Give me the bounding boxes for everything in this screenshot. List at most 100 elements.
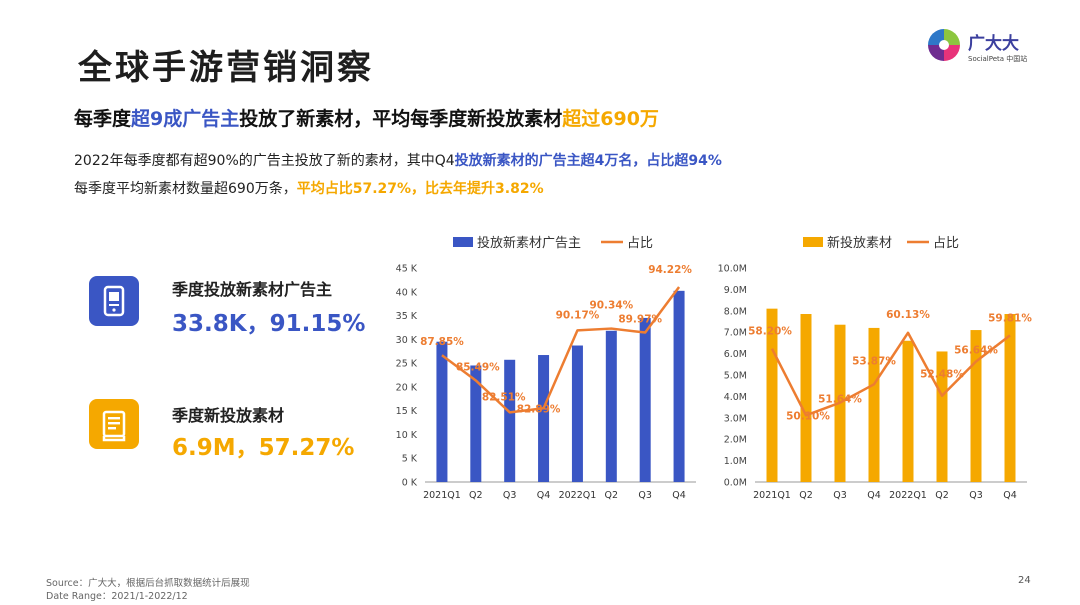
footer-source: Source：广大大，根据后台抓取数据统计后展现 xyxy=(46,578,250,589)
bar xyxy=(673,290,685,482)
ratio-data-label: 59.81% xyxy=(988,312,1032,324)
legend-bar-label: 新投放素材 xyxy=(827,235,892,251)
y-tick-label: 7.0M xyxy=(724,328,747,339)
legend-bar-label: 投放新素材广告主 xyxy=(477,235,581,251)
x-tick-label: 2021Q1 xyxy=(753,490,791,501)
ratio-data-label: 94.22% xyxy=(648,264,692,276)
bar xyxy=(970,330,982,482)
y-tick-label: 5 K xyxy=(402,454,418,465)
y-tick-label: 5.0M xyxy=(724,371,747,382)
bar xyxy=(571,345,583,482)
x-tick-label: Q3 xyxy=(638,490,652,501)
y-tick-label: 1.0M xyxy=(724,456,747,467)
y-tick-label: 25 K xyxy=(396,359,418,370)
bar xyxy=(902,340,914,482)
ratio-data-label: 50.10% xyxy=(786,410,830,422)
x-tick-label: Q4 xyxy=(867,490,881,501)
y-tick-label: 0.0M xyxy=(724,478,747,489)
bar xyxy=(639,317,651,482)
ratio-data-label: 51.64% xyxy=(818,394,862,406)
body-line-2-text: 每季度平均新素材数量超690万条， xyxy=(74,181,297,197)
creative-doc-icon xyxy=(89,399,139,449)
page-title: 全球手游营销洞察 xyxy=(78,48,374,88)
ratio-data-label: 58.20% xyxy=(748,326,792,338)
x-tick-label: Q4 xyxy=(1003,490,1017,501)
brand-name: 广大大 xyxy=(968,34,1019,54)
ratio-line xyxy=(441,286,681,414)
x-tick-label: 2021Q1 xyxy=(423,490,461,501)
x-tick-label: 2022Q1 xyxy=(889,490,927,501)
bar xyxy=(868,327,880,482)
ratio-data-label: 82.89% xyxy=(517,403,561,415)
y-tick-label: 6.0M xyxy=(724,349,747,360)
legend-line-label: 占比 xyxy=(933,236,959,251)
bar xyxy=(538,355,550,482)
y-tick-label: 9.0M xyxy=(724,285,747,296)
headline: 每季度超9成广告主投放了新素材，平均每季度新投放素材超过690万 xyxy=(74,104,659,131)
page-number: 24 xyxy=(1018,575,1031,586)
y-tick-label: 45 K xyxy=(396,264,418,275)
bar xyxy=(605,330,617,482)
brand-subtitle: SocialPeta 中国站 xyxy=(968,55,1028,63)
ratio-data-label: 52.48% xyxy=(920,369,964,381)
y-tick-label: 20 K xyxy=(396,382,418,393)
x-tick-label: Q3 xyxy=(833,490,847,501)
brand-logo: 广大大 SocialPeta 中国站 xyxy=(926,27,1036,69)
ratio-data-label: 87.85% xyxy=(420,336,464,348)
y-tick-label: 4.0M xyxy=(724,392,747,403)
headline-part-1: 每季度 xyxy=(74,108,132,130)
bar xyxy=(1004,314,1016,482)
x-tick-label: Q2 xyxy=(799,490,813,501)
x-tick-label: Q3 xyxy=(503,490,517,501)
headline-part-2: 投放了新素材，平均每季度新投放素材 xyxy=(239,108,563,130)
bar xyxy=(800,314,812,482)
bar xyxy=(436,341,448,482)
body-line-1: 2022年每季度都有超90%的广告主投放了新的素材，其中Q4投放新素材的广告主超… xyxy=(74,150,722,170)
y-tick-label: 35 K xyxy=(396,311,418,322)
y-tick-label: 3.0M xyxy=(724,413,747,424)
x-tick-label: Q4 xyxy=(672,490,686,501)
legend-line-label: 占比 xyxy=(627,236,653,251)
card-advertisers-value: 33.8K，91.15% xyxy=(172,311,366,337)
ratio-data-label: 56.64% xyxy=(954,345,998,357)
headline-highlight-1: 超9成广告主 xyxy=(131,108,240,130)
bar xyxy=(504,359,516,482)
body-line-1-highlight: 投放新素材的广告主超4万名，占比超94% xyxy=(454,153,722,169)
body-line-1-text: 2022年每季度都有超90%的广告主投放了新的素材，其中Q4 xyxy=(74,153,455,169)
headline-highlight-2: 超过690万 xyxy=(562,108,659,130)
ratio-data-label: 85.49% xyxy=(456,361,500,373)
bar xyxy=(936,351,948,482)
y-tick-label: 30 K xyxy=(396,335,418,346)
advertisers-chart: 投放新素材广告主 占比 0 K 5 K 10 K 15 K 20 K 25 K 30 K 35 K… xyxy=(396,235,696,501)
x-tick-label: Q2 xyxy=(605,490,619,501)
y-tick-label: 2.0M xyxy=(724,435,747,446)
creatives-chart: 新投放素材 占比 0.0M 1.0M 2.0M 3.0M 4.0M 5.0M 6.0M 7.0M 8… xyxy=(718,235,1033,501)
y-tick-label: 15 K xyxy=(396,406,418,417)
ratio-data-label: 60.13% xyxy=(886,309,930,321)
card-creatives-value: 6.9M，57.27% xyxy=(172,435,355,461)
bar xyxy=(470,365,482,482)
ratio-data-label: 53.87% xyxy=(852,355,896,367)
x-tick-label: Q3 xyxy=(969,490,983,501)
ratio-line xyxy=(770,331,1011,417)
body-line-2: 每季度平均新素材数量超690万条，平均占比57.27%，比去年提升3.82% xyxy=(74,178,544,198)
x-tick-label: Q2 xyxy=(469,490,483,501)
ratio-data-label: 82.51% xyxy=(482,391,526,403)
ratio-data-label: 89.97% xyxy=(618,314,662,326)
x-tick-label: Q4 xyxy=(537,490,551,501)
footer-date-range: Date Range：2021/1-2022/12 xyxy=(46,591,188,602)
body-line-2-highlight: 平均占比57.27%，比去年提升3.82% xyxy=(296,181,544,197)
y-tick-label: 10.0M xyxy=(718,264,747,275)
y-tick-label: 8.0M xyxy=(724,306,747,317)
brand-logo-icon xyxy=(928,29,960,61)
y-tick-label: 10 K xyxy=(396,430,418,441)
y-tick-label: 0 K xyxy=(402,478,418,489)
x-tick-label: Q2 xyxy=(935,490,949,501)
bar xyxy=(766,308,778,482)
x-tick-label: 2022Q1 xyxy=(559,490,597,501)
legend-bar-swatch xyxy=(803,237,823,247)
card-creatives-label: 季度新投放素材 xyxy=(172,406,285,425)
y-tick-label: 40 K xyxy=(396,287,418,298)
phone-ad-icon xyxy=(89,276,139,326)
ratio-data-label: 90.34% xyxy=(589,300,633,312)
